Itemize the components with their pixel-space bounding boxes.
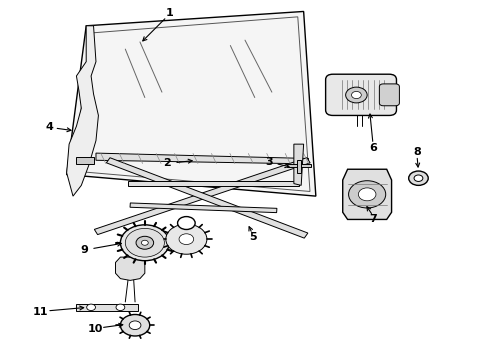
Circle shape — [121, 315, 150, 336]
Text: 3: 3 — [266, 157, 273, 167]
Polygon shape — [67, 26, 98, 196]
Circle shape — [129, 321, 141, 329]
Circle shape — [177, 217, 195, 229]
Circle shape — [179, 234, 194, 244]
Circle shape — [136, 236, 154, 249]
Polygon shape — [130, 203, 277, 213]
Polygon shape — [128, 181, 299, 186]
FancyBboxPatch shape — [379, 84, 399, 106]
Text: 2: 2 — [163, 158, 171, 168]
Text: 5: 5 — [249, 232, 257, 242]
Text: 7: 7 — [369, 215, 377, 224]
Circle shape — [351, 91, 361, 99]
Circle shape — [87, 304, 96, 311]
Polygon shape — [287, 164, 311, 167]
Circle shape — [121, 225, 169, 261]
Circle shape — [116, 304, 125, 311]
Circle shape — [142, 240, 148, 245]
Circle shape — [409, 171, 428, 185]
Circle shape — [358, 188, 376, 201]
Polygon shape — [297, 160, 301, 173]
Text: 9: 9 — [81, 245, 89, 255]
Text: 10: 10 — [87, 324, 103, 334]
Polygon shape — [116, 257, 145, 280]
Circle shape — [348, 181, 386, 208]
Polygon shape — [95, 158, 310, 235]
Polygon shape — [96, 153, 309, 164]
Text: 1: 1 — [166, 8, 173, 18]
Text: 6: 6 — [369, 143, 377, 153]
Polygon shape — [106, 158, 308, 238]
Circle shape — [125, 228, 164, 257]
Polygon shape — [76, 304, 138, 311]
Circle shape — [414, 175, 423, 181]
Polygon shape — [76, 157, 94, 164]
Text: 11: 11 — [33, 307, 49, 316]
Circle shape — [166, 224, 207, 254]
FancyBboxPatch shape — [326, 74, 396, 116]
Text: 4: 4 — [46, 122, 53, 132]
Polygon shape — [294, 144, 304, 185]
Polygon shape — [67, 12, 316, 196]
Text: 8: 8 — [413, 147, 421, 157]
Polygon shape — [343, 169, 392, 220]
Circle shape — [345, 87, 367, 103]
